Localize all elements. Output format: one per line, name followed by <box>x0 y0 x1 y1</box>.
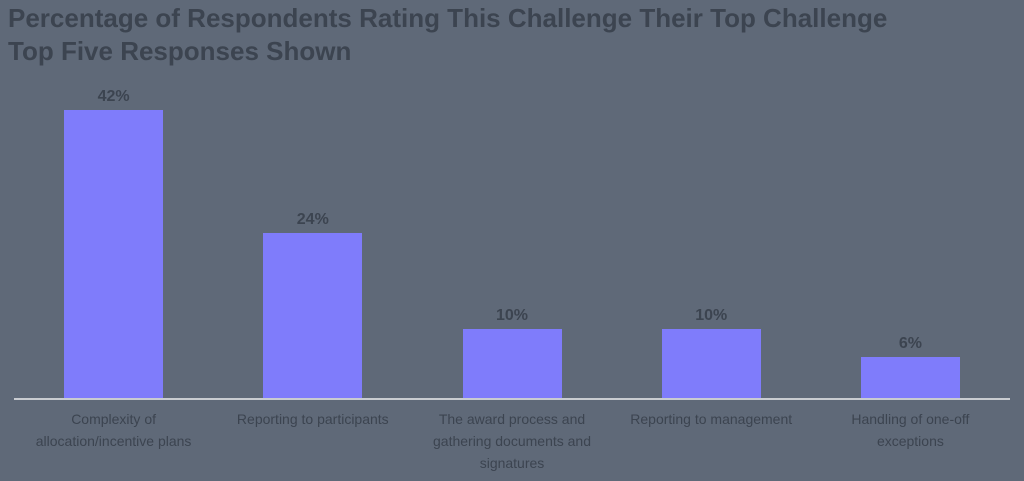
bar[interactable] <box>661 329 761 398</box>
x-axis-category-label: Complexity of allocation/incentive plans <box>35 411 192 449</box>
bar-value-label: 6% <box>898 335 922 352</box>
plot-area: 42% 24% 10% 10% 6% <box>14 80 1010 398</box>
x-axis-category-label: Reporting to participants <box>236 411 389 427</box>
bar-value-label: 24% <box>296 211 329 228</box>
x-axis-labels: Complexity of allocation/incentive plans… <box>14 408 1010 474</box>
bar-value-label: 10% <box>495 307 529 324</box>
chart-title: Percentage of Respondents Rating This Ch… <box>8 3 888 33</box>
bar-column: 42% <box>14 80 213 398</box>
bar-column: 10% <box>412 80 611 398</box>
bar-column: 24% <box>213 80 412 398</box>
bar-column: 10% <box>612 80 811 398</box>
bar-value-label: 42% <box>97 88 130 105</box>
bar-value-label: 10% <box>695 307 728 324</box>
bar[interactable] <box>860 357 960 398</box>
x-axis-category-label: The award process and gathering document… <box>433 411 591 471</box>
x-axis-category-label: Reporting to management <box>630 411 793 427</box>
x-axis-category-label: Handling of one-off exceptions <box>851 411 970 449</box>
x-axis-line <box>14 398 1010 400</box>
chart-subtitle: Top Five Responses Shown <box>8 36 352 66</box>
bar-column: 6% <box>811 80 1010 398</box>
bar[interactable] <box>64 110 164 398</box>
bar[interactable] <box>263 233 363 398</box>
bar[interactable] <box>462 329 562 398</box>
